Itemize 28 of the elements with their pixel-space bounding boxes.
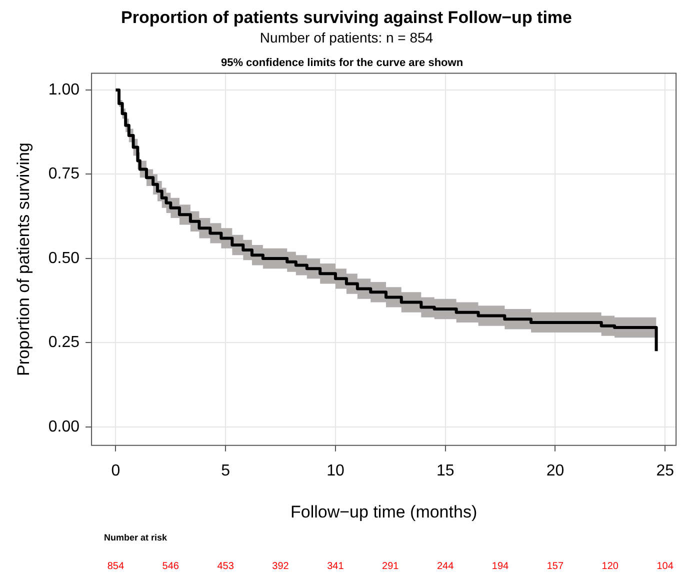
y-tick-label: 0.50 [48, 250, 80, 267]
x-tick-label: 10 [326, 462, 344, 480]
x-axis-title: Follow−up time (months) [290, 502, 478, 522]
y-tick-label: 0.25 [48, 334, 80, 352]
y-axis-title: Proportion of patients surviving [14, 142, 33, 376]
text: 104 [656, 560, 674, 572]
y-tick-label: 1.00 [48, 81, 80, 98]
y-tick-label: 0.75 [48, 166, 80, 183]
text: 120 [602, 560, 619, 572]
text: 854 [107, 560, 124, 572]
x-tick-label: 20 [546, 462, 564, 480]
text: 341 [327, 560, 344, 572]
text: Number at risk [104, 532, 168, 542]
text: 194 [492, 560, 510, 572]
text: 392 [272, 560, 290, 572]
text: 546 [162, 560, 180, 572]
text: 291 [382, 560, 400, 572]
text: 244 [436, 560, 454, 572]
x-tick-label: 15 [436, 462, 454, 480]
text: 453 [217, 560, 234, 572]
text: 157 [546, 560, 564, 572]
x-tick-label: 25 [656, 462, 674, 480]
x-tick-label: 5 [221, 462, 230, 480]
y-tick-label: 0.00 [48, 418, 80, 436]
text: 95% confidence limits for the curve are shown [220, 57, 464, 70]
chart-subtitle: Number of patients: n = 854 [260, 30, 434, 46]
chart-title: Proportion of patients surviving against Follow−up time [120, 8, 572, 27]
x-tick-label: 0 [111, 462, 120, 480]
